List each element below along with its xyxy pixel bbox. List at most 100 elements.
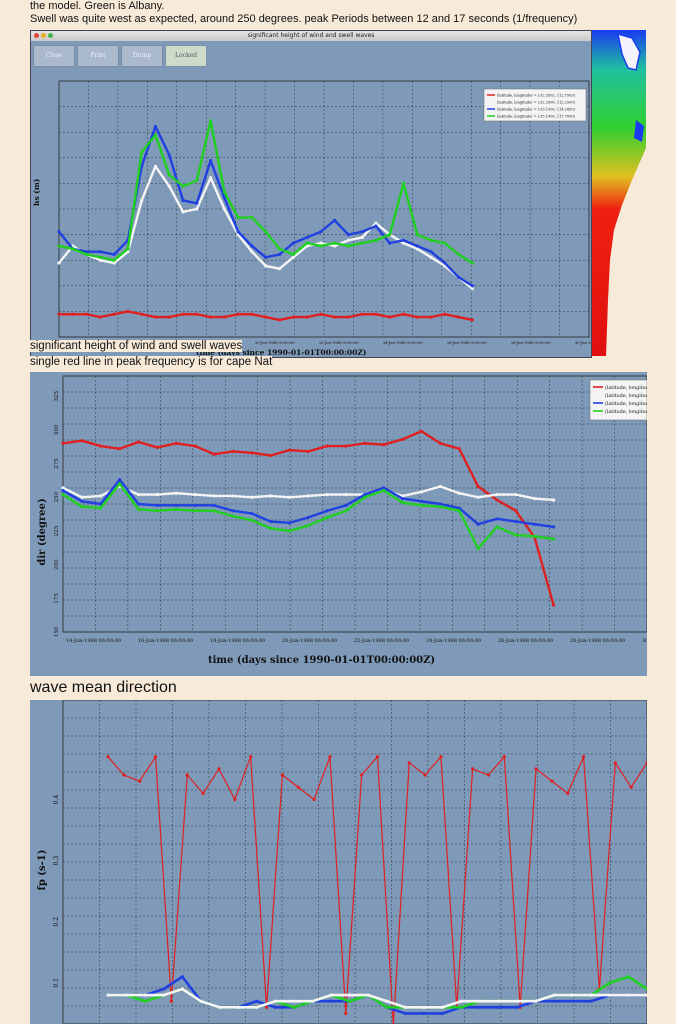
dir-green-point (325, 515, 329, 520)
dir-white-point (231, 494, 235, 498)
hs-white-point (291, 255, 295, 259)
hs-blue-point (112, 252, 116, 257)
dir-y-tick-label: 300 (54, 424, 60, 435)
fp-blue-point (515, 1005, 519, 1009)
hs-green-point (374, 238, 378, 242)
maximize-dot-icon[interactable] (48, 33, 53, 38)
dir-blue-point (231, 509, 235, 513)
hs-green-point (291, 252, 295, 257)
fp-white-point (478, 999, 482, 1003)
dump-button[interactable]: Dump (121, 45, 163, 67)
fp-red-point (550, 779, 554, 783)
dir-white-point (344, 492, 348, 497)
dir-green-point (212, 509, 216, 513)
hs-blue-point (250, 244, 254, 248)
fp-white-point (199, 999, 203, 1003)
hs-x-tick-label: 24-Jun-1988 00:00:00 (383, 341, 423, 345)
fp-white-point (533, 999, 538, 1003)
fp-green-point (385, 1005, 389, 1009)
hs-legend-label: (latitude, longitude) = (-35.1900, 117.7… (497, 115, 576, 119)
dir-x-tick-label: 18-Jun-1988 00:00:00 (210, 638, 265, 644)
fp-green-point (143, 999, 147, 1003)
hs-green-point (98, 255, 102, 259)
fp-white-point (273, 999, 277, 1003)
fp-white-point (515, 999, 519, 1003)
dir-red-point (344, 444, 348, 448)
fp-red-point (344, 1011, 348, 1016)
fp-blue-point (273, 1005, 277, 1009)
hs-blue-point (346, 233, 350, 237)
hs-green-point (429, 238, 433, 242)
close-dot-icon[interactable] (34, 33, 39, 38)
fp-red-point (201, 791, 205, 795)
fp-blue-point (571, 999, 575, 1003)
hs-green-point (236, 215, 240, 220)
hs-y-axis-label: hs (m) (32, 179, 41, 206)
dir-blue-point (155, 503, 159, 507)
dir-green-point (514, 533, 518, 537)
fp-white-point (422, 1005, 426, 1009)
close-button[interactable]: Close (33, 45, 75, 67)
dir-green-point (80, 505, 84, 509)
dir-green-point (344, 509, 348, 513)
fp-blue-point (329, 999, 333, 1003)
dir-x-tick-label: 24-Jun-1988 00:00:00 (426, 638, 481, 644)
fp-white-point (608, 993, 612, 997)
caption-direction: wave mean direction (30, 679, 177, 697)
hs-white-point (264, 264, 268, 268)
hs-green-point (112, 258, 116, 262)
dir-x-axis-label: time (days since 1990-01-01T00:00:00Z) (208, 655, 435, 666)
hs-green-point (333, 241, 337, 245)
hs-blue-point (415, 244, 419, 248)
dir-blue-point (99, 502, 103, 506)
fp-red-point (407, 761, 411, 765)
hs-green-point (401, 181, 406, 185)
dir-white-point (212, 494, 216, 498)
dir-red-point (155, 445, 159, 450)
hs-white-point (57, 261, 61, 265)
direction-chart: 150 175 200 225 250 275 300 325 14-Jun-1988 00:0… (37, 375, 647, 666)
hs-white-point (333, 244, 337, 248)
hs-x-tick-label: 30-Jun-1988 00:00:00 (575, 341, 591, 345)
dir-white-point (174, 491, 178, 495)
dir-x-tick-label: 22-Jun-1988 00:00:00 (354, 638, 409, 644)
dir-x-tick-label: 30-Jun-1988 00:00:00 (642, 638, 647, 644)
hs-red-point (470, 318, 474, 322)
dir-green-point (419, 503, 424, 507)
hs-red-point (346, 315, 350, 319)
fp-green-point (459, 1005, 463, 1009)
hs-blue-point (181, 198, 185, 203)
hs-red-point (153, 315, 158, 319)
hs-blue-point (457, 275, 461, 279)
dir-green-point (136, 507, 141, 511)
fp-blue-point (589, 999, 593, 1003)
dir-red-point (438, 441, 442, 445)
fp-white-point (292, 999, 296, 1003)
fp-y-tick-label: 0.2 (53, 917, 60, 927)
hs-red-point (167, 315, 171, 319)
dir-y-tick-label: 200 (54, 559, 60, 570)
hs-green-point (140, 150, 144, 154)
hs-white-point (319, 241, 323, 245)
fp-white-point (626, 993, 631, 997)
dir-green-point (551, 537, 556, 541)
locked-button[interactable]: Locked (165, 45, 207, 67)
hs-blue-point (277, 252, 282, 257)
dir-red-point (287, 448, 292, 452)
fp-white-point (552, 993, 556, 997)
hs-red-point (443, 312, 447, 316)
fp-blue-point (403, 1011, 407, 1016)
fp-white-point (162, 993, 166, 997)
dir-green-point (363, 495, 367, 499)
hs-white-point (181, 210, 185, 214)
hs-x-tick-label: 20-Jun-1988 00:00:00 (255, 341, 295, 345)
dir-red-point (80, 439, 84, 443)
hs-x-axis-label: time (days since 1990-01-01T00:00:00Z) (196, 348, 366, 357)
hs-red-point (401, 312, 406, 316)
hs-white-point (360, 235, 364, 240)
minimize-dot-icon[interactable] (41, 33, 46, 38)
fp-red-point (312, 797, 316, 802)
hs-white-point (250, 250, 254, 254)
print-button[interactable]: Print (77, 45, 119, 67)
dir-y-tick-label: 275 (54, 458, 60, 469)
